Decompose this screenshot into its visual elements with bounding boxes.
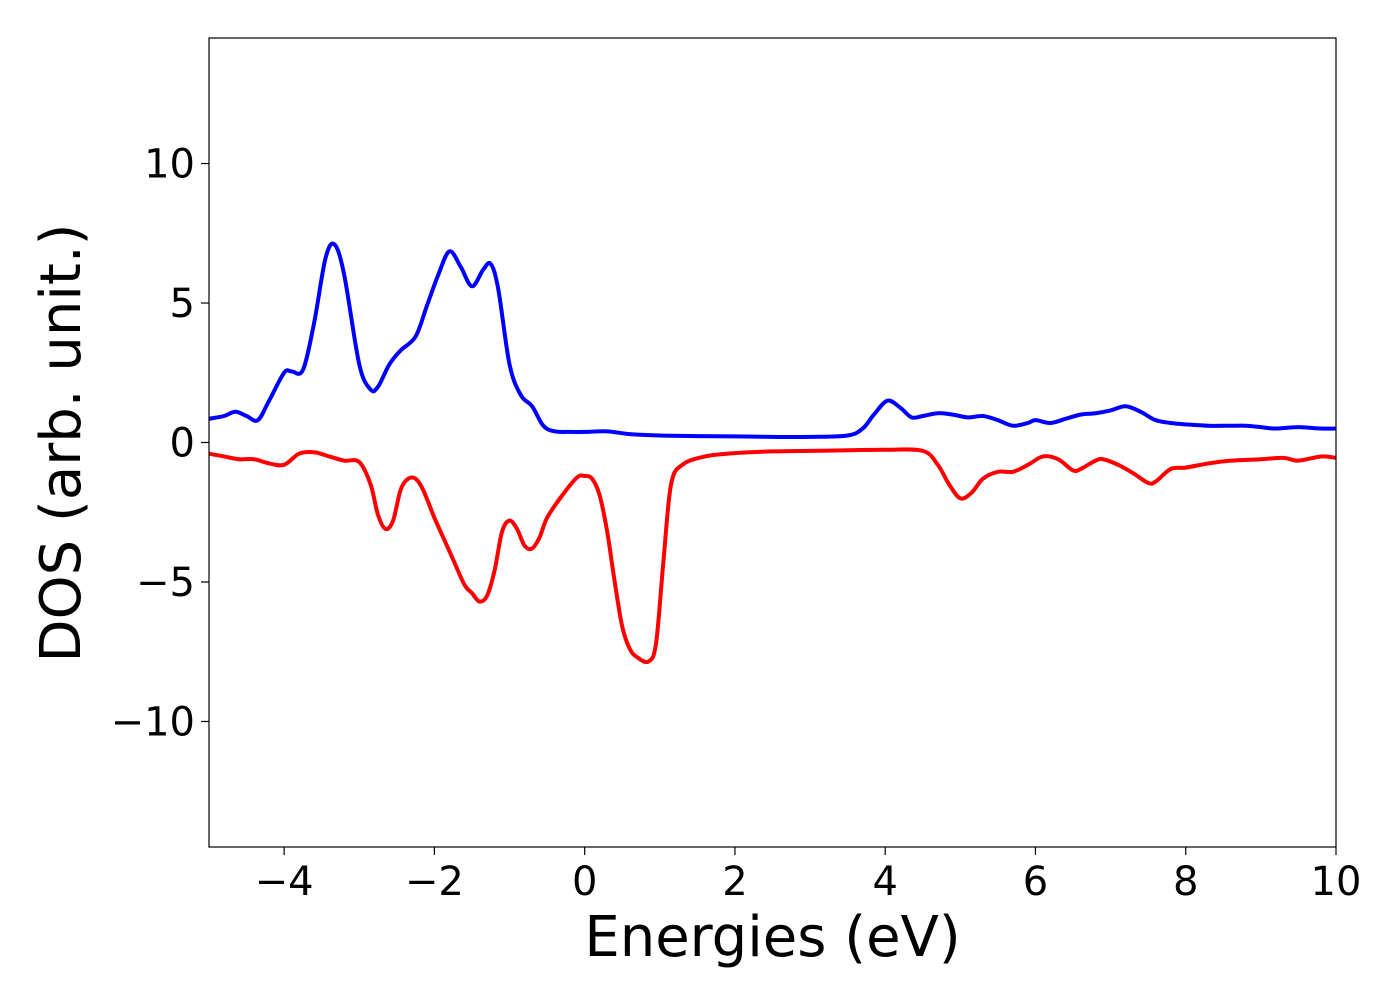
- x-tick-label: −2: [405, 859, 464, 905]
- y-axis-title: DOS (arb. unit.): [29, 223, 94, 662]
- series-lines: [208, 241, 1337, 665]
- plot-frame: [208, 37, 1337, 848]
- x-axis-title: Energies (eV): [584, 905, 960, 970]
- y-tick-label: −5: [136, 560, 195, 606]
- x-tick-label: 2: [722, 859, 747, 905]
- series-line-down: [208, 447, 1337, 665]
- y-axis-ticks: 10 5 0 −5 −10: [111, 142, 209, 745]
- x-tick-label: −4: [255, 859, 314, 905]
- x-tick-label: 10: [1311, 859, 1362, 905]
- y-tick-label: −10: [111, 699, 195, 745]
- x-tick-label: 8: [1173, 859, 1198, 905]
- x-tick-label: 6: [1023, 859, 1048, 905]
- x-axis-ticks: −4 −2 0 2 4 6 8 10: [255, 847, 1362, 905]
- series-line-up: [208, 241, 1337, 440]
- y-tick-label: 5: [170, 281, 195, 327]
- x-tick-label: 0: [572, 859, 597, 905]
- x-tick-label: 4: [872, 859, 897, 905]
- y-tick-label: 10: [144, 142, 195, 188]
- y-tick-label: 0: [170, 421, 195, 467]
